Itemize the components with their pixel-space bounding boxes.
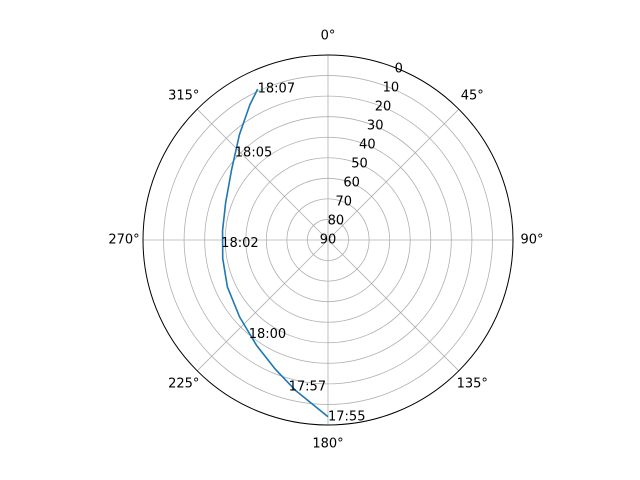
time-annotation: 18:00	[249, 327, 286, 342]
angular-gridline	[327, 239, 460, 372]
time-annotation: 17:57	[289, 379, 326, 394]
radial-tick-label: 60	[343, 176, 360, 191]
radial-tick-label: 10	[383, 81, 400, 96]
radial-tick-label: 80	[328, 214, 345, 229]
series-layer	[221, 88, 329, 418]
label-layer: 0° 45° 90° 135° 180° 225° 270° 315° 0 10 20 30 40 50 6…	[108, 29, 543, 452]
angular-tick-label: 45°	[461, 88, 484, 103]
angular-gridline	[196, 239, 329, 372]
angular-tick-label: 180°	[312, 437, 343, 452]
angular-tick-label: 0°	[321, 29, 336, 44]
angular-tick-label: 225°	[168, 377, 199, 392]
series-line	[221, 88, 329, 418]
radial-tick-label: 40	[359, 138, 376, 153]
time-annotation: 18:07	[258, 82, 295, 97]
radial-tick-label: 90	[320, 233, 337, 248]
radial-tick-label: 30	[367, 119, 384, 134]
time-annotation: 17:55	[328, 409, 365, 424]
time-annotation: 18:02	[221, 236, 258, 251]
angular-gridline	[327, 108, 460, 241]
radial-tick-label: 20	[375, 100, 392, 115]
angular-tick-label: 315°	[168, 88, 199, 103]
polar-frame	[142, 54, 514, 426]
angular-tick-label: 270°	[108, 233, 139, 248]
angular-tick-label: 90°	[520, 233, 543, 248]
radial-tick-label: 0	[395, 62, 403, 77]
angular-gridline	[196, 108, 329, 241]
angular-tick-label: 135°	[457, 377, 488, 392]
polar-grid	[142, 54, 514, 426]
time-annotation: 18:05	[235, 146, 272, 161]
radial-tick-label: 50	[351, 157, 368, 172]
radial-tick-label: 70	[335, 195, 352, 210]
